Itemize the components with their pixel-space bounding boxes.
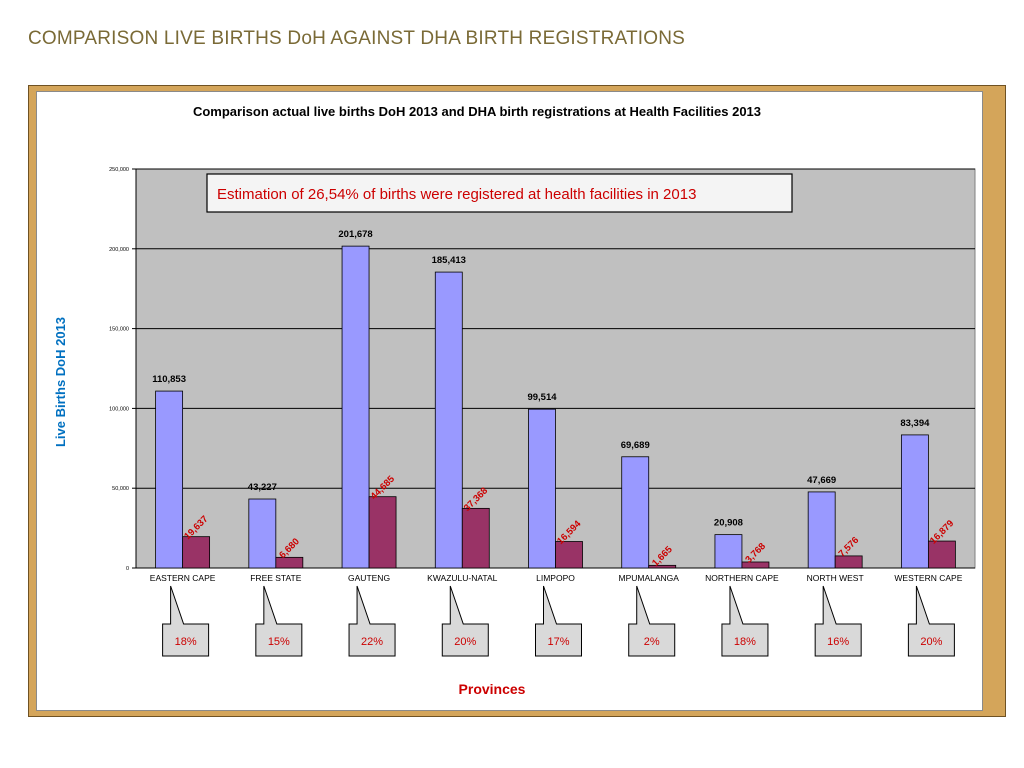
percent-callout-text: 15% — [268, 636, 290, 648]
percent-callout-text: 17% — [547, 636, 569, 648]
data-label-doh: 110,853 — [152, 374, 186, 385]
x-tick-label: FREE STATE — [250, 573, 301, 583]
bar-dha-registrations — [555, 541, 583, 569]
percent-callout-text: 22% — [361, 636, 383, 648]
x-tick-label: GAUTENG — [348, 573, 390, 583]
chart-panel: Comparison actual live births DoH 2013 a… — [36, 91, 983, 711]
annotation-text: Estimation of 26,54% of births were regi… — [217, 186, 696, 203]
bar-doh-births — [900, 434, 929, 569]
annotation-box — [206, 173, 793, 213]
x-tick-label: NORTH WEST — [807, 573, 864, 583]
percent-callout — [628, 585, 676, 657]
bar-dha-registrations — [182, 536, 211, 569]
y-tick-label: 250,000 — [109, 167, 129, 173]
percent-callout — [721, 585, 769, 657]
percent-callout — [255, 585, 303, 657]
y-tick-label: 150,000 — [109, 327, 129, 333]
y-tick-label: 0 — [126, 566, 129, 572]
y-tick-label: 50,000 — [112, 486, 129, 492]
bar-dha-registrations — [927, 540, 956, 569]
chart-frame: Comparison actual live births DoH 2013 a… — [28, 85, 1006, 717]
percent-callout-text: 18% — [734, 636, 756, 648]
bar-chart: Comparison actual live births DoH 2013 a… — [53, 104, 976, 697]
data-label-doh: 69,689 — [621, 440, 650, 451]
data-label-doh: 47,669 — [807, 475, 836, 486]
bar-dha-registrations — [275, 556, 304, 569]
bar-dha-registrations — [834, 555, 863, 569]
x-tick-label: EASTERN CAPE — [150, 573, 216, 583]
percent-callout — [535, 585, 582, 657]
x-tick-label: WESTERN CAPE — [894, 573, 962, 583]
data-label-doh: 83,394 — [900, 418, 930, 429]
data-label-doh: 43,227 — [248, 482, 277, 493]
bar-doh-births — [341, 245, 370, 569]
bar-dha-registrations — [368, 496, 397, 569]
percent-callout — [162, 585, 210, 657]
data-label-doh: 185,413 — [432, 255, 466, 266]
percent-callout-text: 18% — [175, 636, 197, 648]
y-tick-label: 100,000 — [109, 406, 129, 412]
x-axis-title: Provinces — [459, 681, 526, 697]
data-label-doh: 99,514 — [527, 392, 557, 403]
percent-callout-text: 20% — [454, 636, 476, 648]
y-tick-label: 200,000 — [109, 247, 129, 253]
bar-dha-registrations — [741, 561, 770, 569]
slide-title: COMPARISON LIVE BIRTHS DoH AGAINST DHA B… — [28, 28, 686, 49]
bar-dha-registrations — [648, 564, 677, 569]
x-tick-label: MPUMALANGA — [618, 573, 679, 583]
bar-doh-births — [714, 534, 743, 569]
percent-callout — [348, 585, 396, 657]
x-tick-label: LIMPOPO — [536, 573, 575, 583]
bar-doh-births — [155, 390, 184, 569]
bar-doh-births — [621, 456, 650, 569]
bar-doh-births — [248, 498, 277, 569]
bar-doh-births — [434, 271, 463, 569]
bar-dha-registrations — [461, 507, 490, 569]
x-tick-label: NORTHERN CAPE — [705, 573, 779, 583]
percent-callout-text: 2% — [644, 636, 660, 648]
data-label-doh: 20,908 — [714, 518, 743, 529]
x-tick-label: KWAZULU-NATAL — [427, 573, 497, 583]
percent-callout — [907, 585, 955, 657]
percent-callout-text: 16% — [827, 636, 849, 648]
percent-callout — [441, 585, 489, 657]
chart-title: Comparison actual live births DoH 2013 a… — [193, 104, 761, 119]
percent-callout — [814, 585, 862, 657]
bar-doh-births — [807, 491, 836, 569]
y-axis-title: Live Births DoH 2013 — [53, 317, 68, 447]
bar-doh-births — [528, 408, 556, 569]
data-label-doh: 201,678 — [338, 229, 372, 240]
percent-callout-text: 20% — [920, 636, 942, 648]
